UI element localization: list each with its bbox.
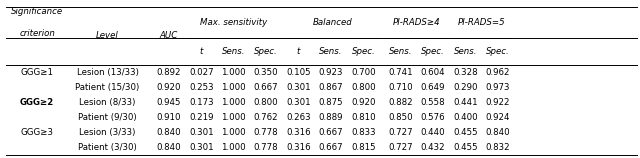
Text: 0.840: 0.840 [486,128,510,137]
Text: 0.576: 0.576 [420,113,445,122]
Text: 0.263: 0.263 [286,113,310,122]
Text: Significance: Significance [11,7,63,16]
Text: 0.441: 0.441 [454,98,478,107]
Text: t: t [200,47,204,56]
Text: 1.000: 1.000 [221,143,246,152]
Text: 0.290: 0.290 [454,83,478,92]
Text: 0.253: 0.253 [189,83,214,92]
Text: 0.301: 0.301 [189,128,214,137]
Text: Level: Level [96,31,119,40]
Text: 0.741: 0.741 [388,68,413,77]
Text: 0.892: 0.892 [157,68,181,77]
Text: 0.649: 0.649 [420,83,445,92]
Text: 0.328: 0.328 [454,68,478,77]
Text: 0.432: 0.432 [420,143,445,152]
Text: Spec.: Spec. [420,47,445,56]
Text: 0.882: 0.882 [388,98,413,107]
Text: 1.000: 1.000 [221,98,246,107]
Text: 0.832: 0.832 [486,143,510,152]
Text: 0.840: 0.840 [157,128,181,137]
Text: 0.604: 0.604 [420,68,445,77]
Text: Sens.: Sens. [389,47,412,56]
Text: 0.924: 0.924 [486,113,510,122]
Text: Lesion (8/33): Lesion (8/33) [79,98,136,107]
Text: 0.910: 0.910 [157,113,181,122]
Text: 0.667: 0.667 [253,83,278,92]
Text: 0.833: 0.833 [351,128,376,137]
Text: Spec.: Spec. [486,47,510,56]
Text: 0.350: 0.350 [253,68,278,77]
Text: 0.962: 0.962 [486,68,510,77]
Text: Patient (3/30): Patient (3/30) [78,143,137,152]
Text: Balanced: Balanced [312,18,352,27]
Text: 0.219: 0.219 [189,113,214,122]
Text: 0.316: 0.316 [286,128,310,137]
Text: 0.727: 0.727 [388,128,413,137]
Text: 0.667: 0.667 [318,128,342,137]
Text: Lesion (13/33): Lesion (13/33) [77,68,138,77]
Text: 0.700: 0.700 [351,68,376,77]
Text: 0.920: 0.920 [157,83,181,92]
Text: Spec.: Spec. [253,47,278,56]
Text: 0.173: 0.173 [189,98,214,107]
Text: Patient (15/30): Patient (15/30) [76,83,140,92]
Text: 0.316: 0.316 [286,143,310,152]
Text: 0.400: 0.400 [454,113,478,122]
Text: 0.301: 0.301 [189,143,214,152]
Text: 0.455: 0.455 [454,128,478,137]
Text: GGG≥1: GGG≥1 [20,68,54,77]
Text: Sens.: Sens. [222,47,245,56]
Text: 0.027: 0.027 [189,68,214,77]
Text: 0.710: 0.710 [388,83,413,92]
Text: 0.455: 0.455 [454,143,478,152]
Text: 0.440: 0.440 [420,128,445,137]
Text: 0.922: 0.922 [486,98,510,107]
Text: GGG≥3: GGG≥3 [20,128,54,137]
Text: 1.000: 1.000 [221,83,246,92]
Text: Patient (9/30): Patient (9/30) [78,113,137,122]
Text: 0.920: 0.920 [351,98,376,107]
Text: 0.875: 0.875 [318,98,342,107]
Text: Sens.: Sens. [454,47,477,56]
Text: 1.000: 1.000 [221,68,246,77]
Text: 0.850: 0.850 [388,113,413,122]
Text: 0.923: 0.923 [318,68,342,77]
Text: 0.301: 0.301 [286,83,310,92]
Text: 0.727: 0.727 [388,143,413,152]
Text: Sens.: Sens. [319,47,342,56]
Text: 0.762: 0.762 [253,113,278,122]
Text: 0.301: 0.301 [286,98,310,107]
Text: Max. sensitivity: Max. sensitivity [200,18,268,27]
Text: 0.558: 0.558 [420,98,445,107]
Text: 0.778: 0.778 [253,143,278,152]
Text: 0.945: 0.945 [157,98,181,107]
Text: 0.778: 0.778 [253,128,278,137]
Text: criterion: criterion [19,29,55,38]
Text: 0.889: 0.889 [318,113,342,122]
Text: 0.867: 0.867 [318,83,342,92]
Text: GGG≥2: GGG≥2 [20,98,54,107]
Text: 0.840: 0.840 [157,143,181,152]
Text: Spec.: Spec. [351,47,376,56]
Text: 0.810: 0.810 [351,113,376,122]
Text: 0.973: 0.973 [486,83,510,92]
Text: 0.800: 0.800 [351,83,376,92]
Text: AUC: AUC [160,31,178,40]
Text: 0.105: 0.105 [286,68,310,77]
Text: 0.667: 0.667 [318,143,342,152]
Text: 0.800: 0.800 [253,98,278,107]
Text: 0.815: 0.815 [351,143,376,152]
Text: PI-RADS≥4: PI-RADS≥4 [392,18,440,27]
Text: PI-RADS=5: PI-RADS=5 [458,18,506,27]
Text: 1.000: 1.000 [221,128,246,137]
Text: Lesion (3/33): Lesion (3/33) [79,128,136,137]
Text: 1.000: 1.000 [221,113,246,122]
Text: t: t [296,47,300,56]
